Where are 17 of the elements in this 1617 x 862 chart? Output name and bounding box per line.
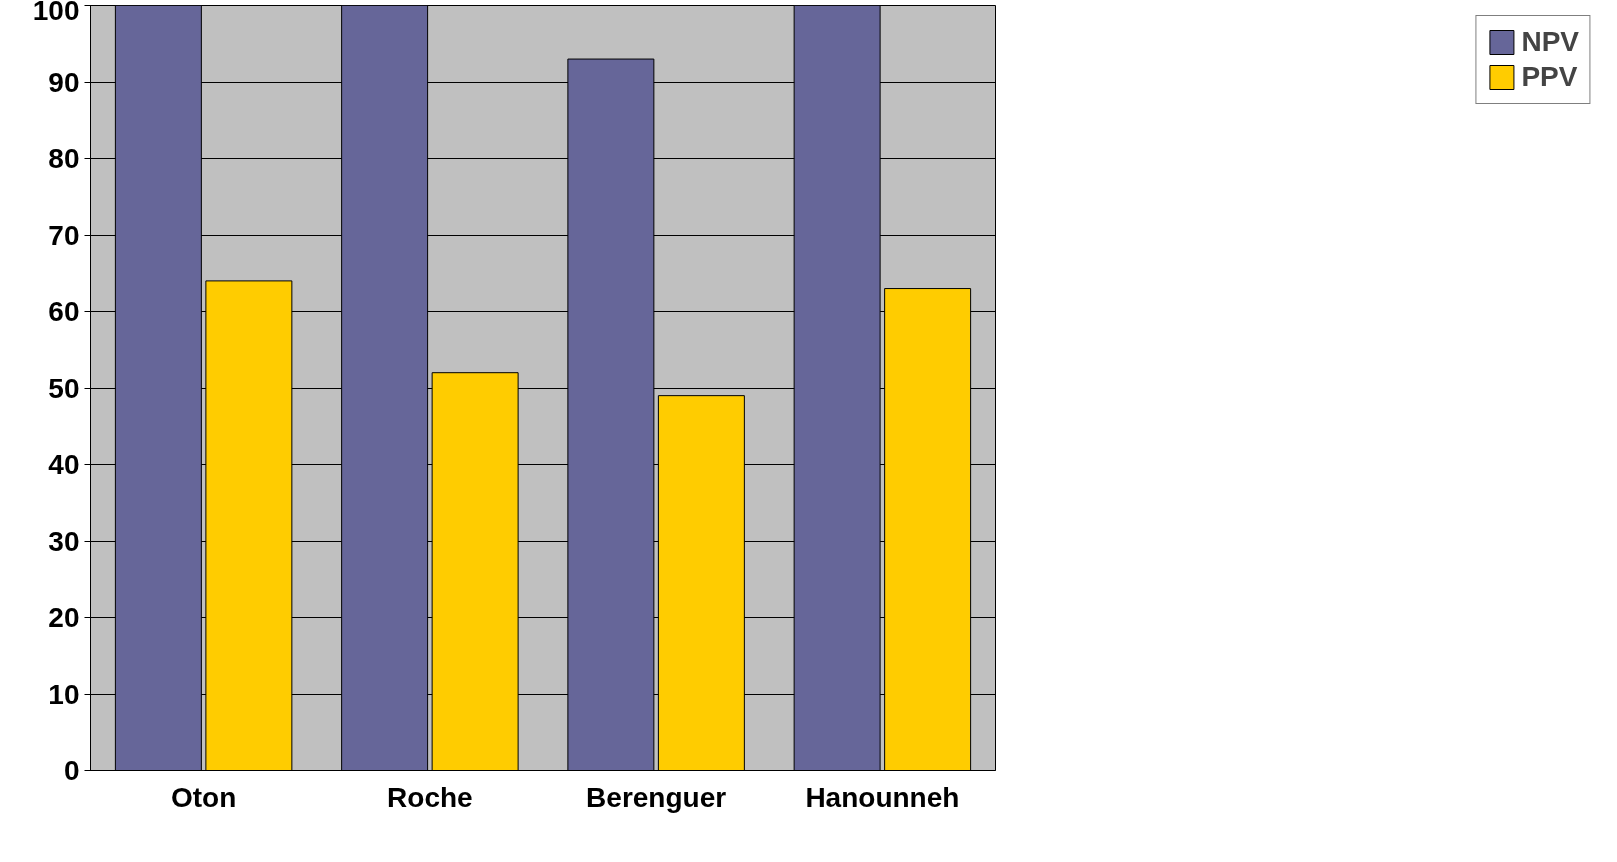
y-tick-label: 60 (48, 296, 80, 327)
y-tick-label: 40 (48, 449, 80, 480)
y-tick-label: 0 (63, 755, 80, 786)
y-tick-label: 10 (48, 678, 80, 710)
x-tick-label: Roche (387, 781, 473, 813)
legend-label: NPV (1521, 26, 1579, 58)
x-tick-label: Berenguer (586, 781, 727, 813)
y-tick-label: 90 (48, 66, 80, 98)
legend-label: PPV (1521, 61, 1578, 93)
y-tick-label: 70 (48, 219, 80, 251)
y-tick-label: 100 (32, 0, 80, 26)
x-tick-label: Oton (170, 781, 237, 813)
x-tick-label: Hanounneh (805, 781, 960, 813)
y-tick-label: 80 (48, 143, 80, 174)
y-tick-label: 20 (48, 602, 80, 633)
y-tick-label: 30 (48, 525, 80, 557)
y-tick-label: 50 (48, 372, 80, 404)
